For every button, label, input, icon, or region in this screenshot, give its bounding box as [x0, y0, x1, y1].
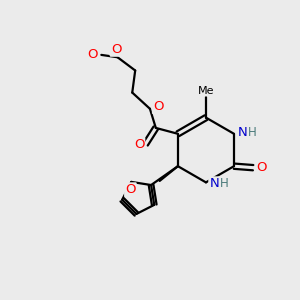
- Text: O: O: [153, 100, 164, 113]
- Text: H: H: [220, 177, 229, 190]
- Text: O: O: [87, 48, 98, 61]
- Text: Me: Me: [198, 85, 214, 95]
- Text: H: H: [248, 126, 256, 139]
- Text: O: O: [134, 138, 144, 151]
- Text: O: O: [111, 43, 121, 56]
- Text: O: O: [256, 161, 267, 174]
- Text: O: O: [111, 43, 121, 56]
- Text: N: N: [209, 177, 219, 190]
- Text: O: O: [125, 183, 136, 196]
- Text: N: N: [237, 126, 247, 139]
